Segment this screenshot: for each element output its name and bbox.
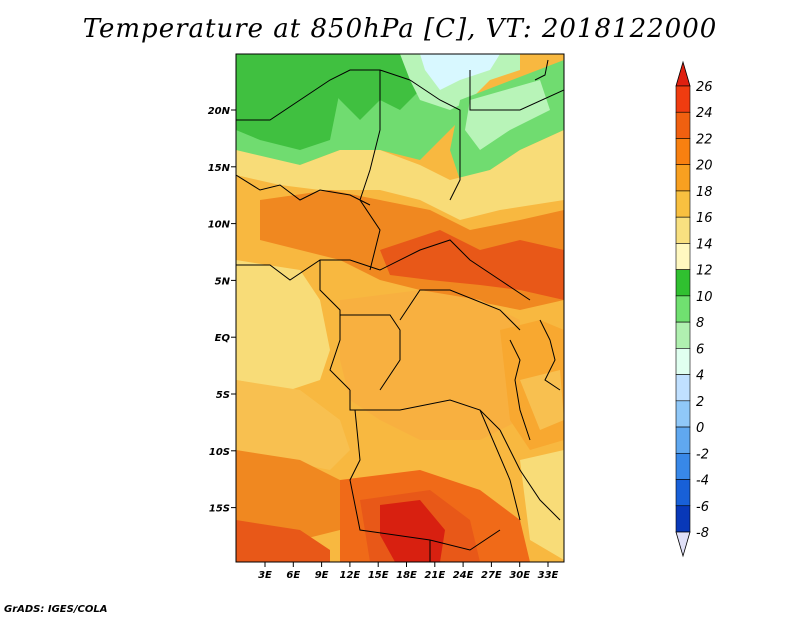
lat-tick-label: 10N — [208, 220, 231, 231]
chart-title: Temperature at 850hPa [C], VT: 201812200… — [82, 14, 718, 44]
field-8c-east — [465, 80, 550, 150]
colorbar-label: 4 — [696, 369, 704, 384]
field-16c-north — [236, 130, 564, 220]
lon-tick-label: 18E — [396, 570, 417, 581]
colorbar-label: 16 — [696, 211, 713, 226]
colorbar-segment — [675, 348, 691, 375]
colorbar-segment — [675, 216, 691, 244]
colorbar-segment — [675, 85, 691, 113]
colorbar-segment — [675, 321, 691, 349]
field-16c-west — [236, 260, 330, 390]
colorbar-label: 6 — [696, 342, 704, 357]
colorbar-label: 26 — [696, 80, 713, 95]
field-16c-southeast — [520, 450, 564, 560]
field-24c-southwest — [236, 520, 330, 562]
colorbar-segment — [675, 111, 691, 139]
field-18c-west — [236, 380, 350, 470]
colorbar-label: 12 — [696, 264, 713, 279]
lon-tick-label: 24E — [453, 570, 474, 581]
colorbar-label: 18 — [696, 185, 713, 200]
map-frame — [235, 53, 565, 563]
country-borders — [236, 59, 564, 562]
lon-tick-label: 15E — [368, 570, 389, 581]
colorbar-segment — [675, 479, 691, 507]
lat-tick-label: 5N — [215, 276, 231, 287]
lat-tick-label: 10S — [209, 447, 230, 458]
colorbar-segment — [675, 269, 691, 297]
latitude-axis: 20N 15N 10N 5N EQ 5S 10S 15S — [208, 106, 236, 515]
colorbar-label: 8 — [696, 316, 704, 331]
field-12c-west — [236, 54, 340, 150]
colorbar-segment — [675, 426, 691, 454]
colorbar-label: 24 — [696, 106, 713, 121]
colorbar-label: -2 — [696, 447, 709, 462]
lat-tick-label: 15S — [209, 504, 230, 515]
field-26c-core — [380, 500, 445, 562]
colorbar-segment — [675, 243, 691, 270]
temperature-field — [236, 54, 564, 562]
lon-tick-label: 30E — [509, 570, 530, 581]
colorbar-segment — [675, 400, 691, 428]
lon-tick-label: 6E — [286, 570, 300, 581]
colorbar-label: 20 — [696, 159, 713, 174]
lon-tick-label: 12E — [340, 570, 361, 581]
colorbar-bottom-arrow — [675, 531, 691, 558]
lat-tick-label: 5S — [216, 390, 230, 401]
lon-tick-label: 27E — [481, 570, 502, 581]
lon-tick-label: 33E — [538, 570, 559, 581]
colorbar-label: 22 — [696, 132, 713, 147]
colorbar-segment — [675, 505, 691, 533]
colorbar-label: 14 — [696, 237, 713, 252]
colorbar-label: -4 — [696, 474, 709, 489]
field-22c-southwest — [236, 450, 340, 540]
lon-tick-label: 21E — [424, 570, 445, 581]
colorbar-label: 2 — [696, 395, 704, 410]
field-12c-center — [300, 54, 420, 120]
colorbar-segment — [675, 452, 691, 480]
field-6c — [420, 54, 500, 90]
colorbar-segment — [675, 138, 691, 166]
lon-tick-label: 9E — [315, 570, 329, 581]
colorbar-segment — [675, 190, 691, 218]
colorbar-label: 0 — [696, 421, 704, 436]
colorbar-label: -6 — [696, 500, 709, 515]
lat-tick-label: EQ — [215, 333, 231, 344]
longitude-axis: 3E 6E 9E 12E 15E 18E 21E 24E 27E 30E 33E — [258, 562, 559, 581]
colorbar-label: -8 — [696, 526, 709, 541]
field-20c-basin — [340, 290, 520, 440]
lat-tick-label: 15N — [208, 163, 231, 174]
credit-text: GrADS: IGES/COLA — [4, 604, 108, 615]
colorbar-label: 10 — [696, 290, 713, 305]
lat-tick-label: 20N — [208, 106, 231, 117]
lon-tick-label: 3E — [258, 570, 272, 581]
colorbar-segment — [675, 295, 691, 323]
colorbar-segment — [675, 374, 691, 402]
colorbar-top-arrow — [675, 60, 691, 87]
colorbar-segment — [675, 164, 691, 192]
